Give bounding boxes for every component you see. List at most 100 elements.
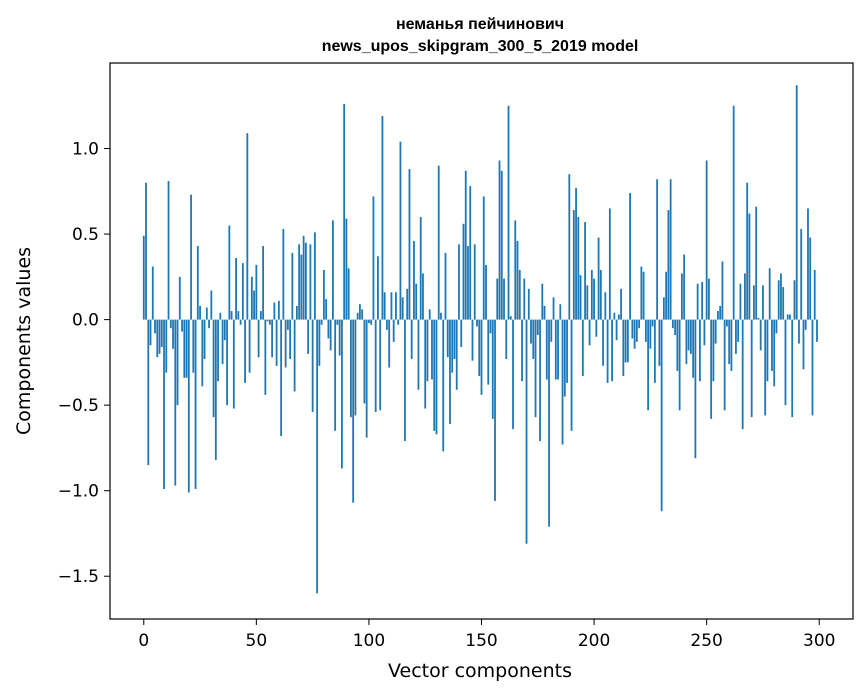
bar <box>755 206 758 320</box>
bar <box>410 319 413 359</box>
bar <box>557 319 559 380</box>
bar <box>775 319 778 334</box>
bar <box>485 264 487 320</box>
bar <box>588 319 591 346</box>
bar <box>449 319 451 424</box>
bar <box>185 319 188 378</box>
bar <box>304 242 307 320</box>
bar <box>536 319 539 336</box>
bar <box>451 319 454 373</box>
bar <box>223 319 226 341</box>
bar <box>167 181 170 320</box>
bar <box>446 319 449 358</box>
bar <box>392 319 395 342</box>
bar <box>201 319 204 387</box>
bar <box>428 309 431 320</box>
bar <box>404 319 406 442</box>
x-tick-label: 0 <box>138 631 149 651</box>
bar <box>494 319 496 501</box>
bar <box>757 317 760 320</box>
bar <box>712 319 715 382</box>
bar <box>212 319 215 418</box>
bar <box>649 319 652 349</box>
bar <box>548 319 550 527</box>
chart-title: неманья пейчинович news_upos_skipgram_30… <box>322 16 639 55</box>
bar <box>534 319 537 418</box>
bar <box>181 319 183 332</box>
bar <box>424 319 427 409</box>
x-tick-label: 250 <box>690 631 722 651</box>
bar <box>768 268 771 320</box>
bar <box>543 305 546 320</box>
bar <box>190 194 192 320</box>
bar <box>295 305 298 320</box>
bar <box>286 319 289 330</box>
bar <box>773 319 776 387</box>
bar <box>800 228 803 320</box>
y-tick-label: 0.5 <box>72 225 99 245</box>
bar <box>298 244 301 320</box>
bar <box>737 319 740 342</box>
bar <box>507 105 510 320</box>
bar <box>163 319 165 489</box>
bar <box>586 285 589 320</box>
bar <box>748 213 751 320</box>
bar <box>205 307 208 320</box>
bar <box>142 235 145 320</box>
bar <box>798 319 800 344</box>
bar <box>433 319 436 431</box>
bar <box>214 319 217 460</box>
bar <box>345 218 348 320</box>
bar <box>437 165 440 320</box>
bar <box>512 319 514 430</box>
bar <box>570 319 573 431</box>
bar <box>665 271 668 320</box>
bar <box>160 319 163 347</box>
bar <box>750 319 753 418</box>
bar <box>782 287 785 320</box>
bar <box>271 319 274 358</box>
bar <box>674 319 677 336</box>
bar <box>489 319 492 334</box>
bar <box>250 276 253 320</box>
bar <box>550 319 553 342</box>
bar <box>786 314 789 320</box>
bar <box>415 283 418 320</box>
bar <box>658 319 661 366</box>
bar <box>541 283 544 320</box>
bar <box>275 319 278 366</box>
bar <box>680 273 683 320</box>
bar <box>746 182 749 320</box>
bar <box>343 104 346 320</box>
bar <box>685 319 688 365</box>
bar <box>178 276 181 320</box>
bar <box>498 160 501 320</box>
bar <box>620 288 622 320</box>
bar <box>525 319 528 544</box>
bar <box>194 319 197 489</box>
bar <box>431 319 433 380</box>
bar <box>635 319 638 342</box>
bar <box>390 292 393 320</box>
bar <box>239 319 242 325</box>
bar <box>388 319 391 368</box>
bar <box>316 319 319 594</box>
bar <box>653 319 656 383</box>
bar <box>816 319 818 342</box>
bar <box>471 319 474 361</box>
bar <box>802 319 805 370</box>
bar <box>766 319 769 382</box>
bar <box>172 319 174 349</box>
bar <box>228 225 231 320</box>
bar <box>811 319 814 416</box>
y-tick-label: −1.5 <box>58 567 99 587</box>
bar <box>196 246 199 320</box>
bar <box>739 283 742 320</box>
bar <box>809 237 812 320</box>
x-axis-ticks: 0 50 100 150 200 250 300 <box>138 619 835 651</box>
bar <box>554 319 557 380</box>
bar <box>804 319 807 330</box>
bar <box>717 311 719 320</box>
bar <box>640 266 643 320</box>
